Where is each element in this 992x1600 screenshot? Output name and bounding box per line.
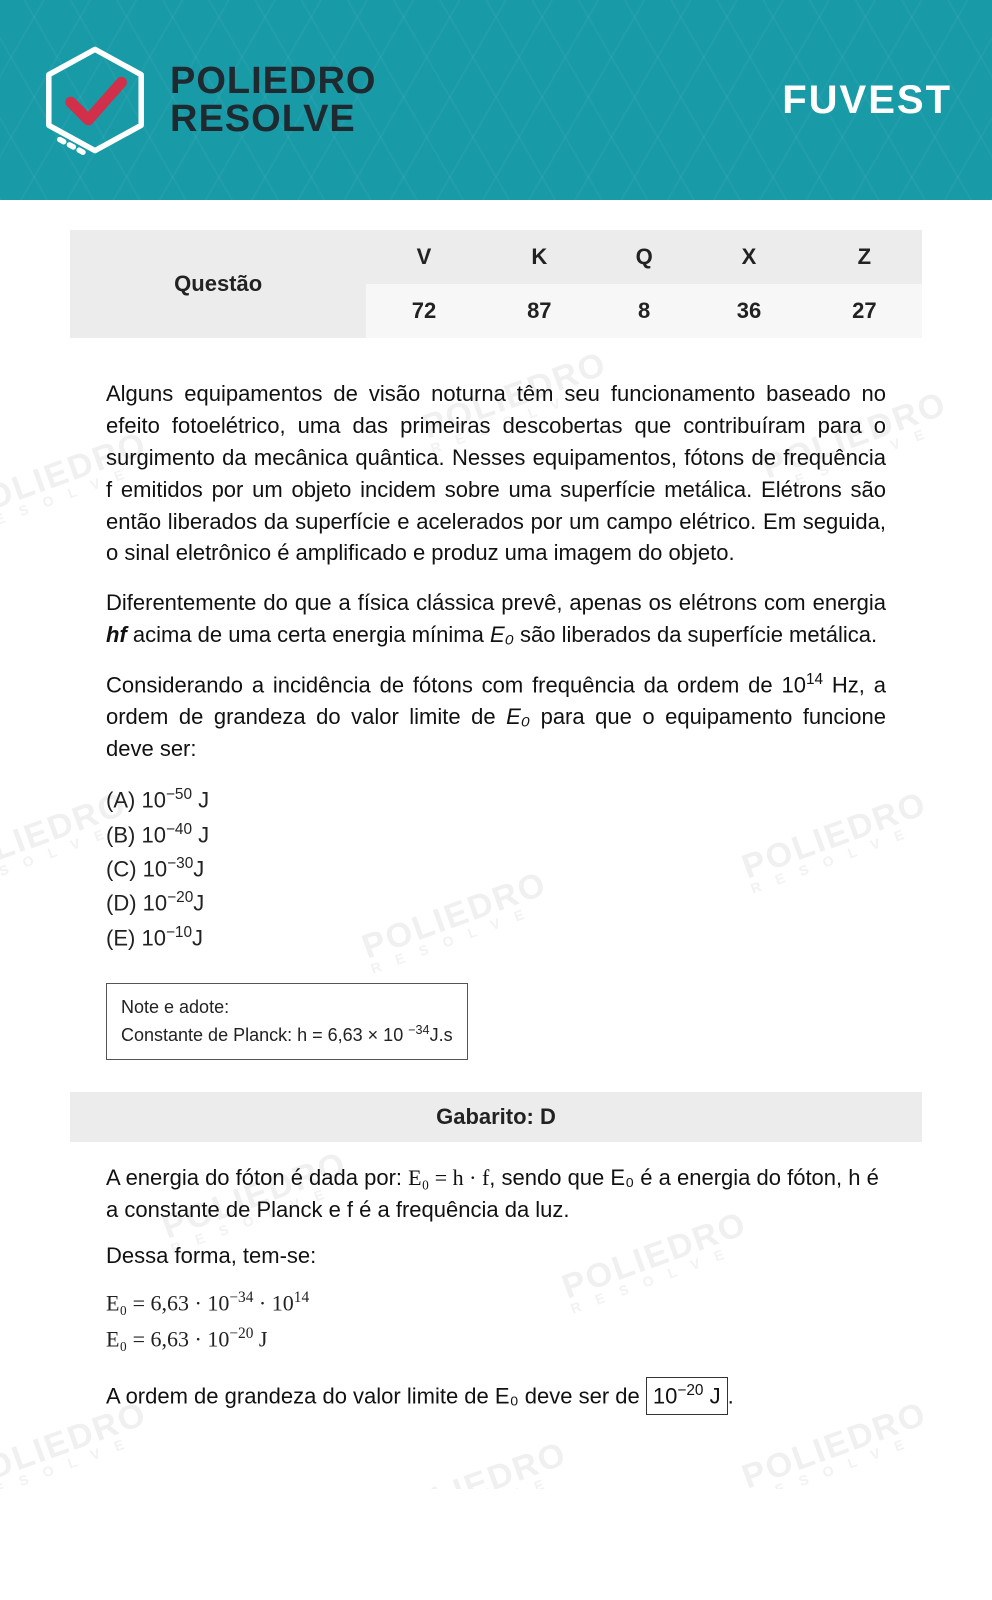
text-span: J.s bbox=[430, 1025, 453, 1045]
question-number-table: Questão V K Q X Z 72 87 8 36 27 bbox=[70, 230, 922, 338]
text-span: . bbox=[728, 1383, 734, 1408]
table-rowlabel: Questão bbox=[70, 230, 366, 338]
alternative-e: (E) 10−10J bbox=[106, 921, 886, 955]
alt-label: (A) bbox=[106, 787, 141, 812]
table-col-header: V bbox=[366, 230, 481, 284]
table-col-header: X bbox=[691, 230, 806, 284]
equation-1: E₀ = 6,63 · 10−34 · 1014 bbox=[106, 1286, 886, 1320]
text-span: acima de uma certa energia mínima bbox=[127, 622, 490, 647]
text-span: J bbox=[253, 1327, 267, 1352]
alt-unit: J bbox=[193, 856, 204, 881]
text-span: são liberados da superfície metálica. bbox=[514, 622, 877, 647]
alt-label: (E) bbox=[106, 925, 141, 950]
superscript: −50 bbox=[166, 786, 192, 803]
alt-base: 10 bbox=[141, 787, 165, 812]
italic-var: E₀ bbox=[490, 622, 514, 647]
brand-block: POLIEDRO RESOLVE bbox=[40, 45, 376, 155]
page-content: POLIEDROR E S O L V E POLIEDROR E S O L … bbox=[0, 200, 992, 1489]
alternative-b: (B) 10−40 J bbox=[106, 818, 886, 852]
alternative-d: (D) 10−20J bbox=[106, 886, 886, 920]
note-box: Note e adote: Constante de Planck: h = 6… bbox=[106, 983, 468, 1060]
text-span: 10 bbox=[653, 1383, 677, 1408]
logo-hexagon-icon bbox=[40, 45, 150, 155]
table-col-header: Z bbox=[807, 230, 922, 284]
text-span: E₀ = 6,63 · 10 bbox=[106, 1290, 229, 1315]
table-col-header: Q bbox=[597, 230, 691, 284]
superscript: −34 bbox=[229, 1289, 253, 1306]
watermark-sub: R E S O L V E bbox=[0, 1427, 155, 1489]
table-cell: 8 bbox=[597, 284, 691, 338]
alt-unit: J bbox=[192, 925, 203, 950]
table-cell: 36 bbox=[691, 284, 806, 338]
question-paragraph-1: Alguns equipamentos de visão noturna têm… bbox=[106, 378, 886, 569]
table-cell: 87 bbox=[482, 284, 597, 338]
alt-label: (D) bbox=[106, 891, 143, 916]
superscript: −20 bbox=[167, 889, 193, 906]
equation-2: E₀ = 6,63 · 10−20 J bbox=[106, 1322, 886, 1356]
alt-unit: J bbox=[192, 822, 209, 847]
table-cell: 72 bbox=[366, 284, 481, 338]
text-span: Considerando a incidência de fótons com … bbox=[106, 672, 806, 697]
solution-line2: Dessa forma, tem-se: bbox=[106, 1240, 886, 1272]
text-span: J bbox=[703, 1383, 720, 1408]
page-header: POLIEDRO RESOLVE FUVEST bbox=[0, 0, 992, 200]
boxed-result: 10−20 J bbox=[646, 1377, 728, 1415]
alt-label: (B) bbox=[106, 822, 141, 847]
text-span: Constante de Planck: h = 6,63 × 10 bbox=[121, 1025, 408, 1045]
superscript: −30 bbox=[167, 855, 193, 872]
superscript: 14 bbox=[806, 671, 823, 688]
table-header-row: Questão V K Q X Z bbox=[70, 230, 922, 284]
alternative-a: (A) 10−50 J bbox=[106, 783, 886, 817]
superscript: −10 bbox=[166, 924, 192, 941]
text-span: A energia do fóton é dada por: bbox=[106, 1165, 408, 1190]
brand-line1: POLIEDRO bbox=[170, 62, 376, 100]
superscript: −34 bbox=[408, 1023, 429, 1037]
superscript: −40 bbox=[166, 821, 192, 838]
italic-var: hf bbox=[106, 622, 127, 647]
question-body: Alguns equipamentos de visão noturna têm… bbox=[106, 378, 886, 1415]
exam-label: FUVEST bbox=[782, 78, 952, 123]
equation: E₀ = h · f bbox=[408, 1165, 489, 1190]
alt-base: 10 bbox=[141, 925, 165, 950]
alt-unit: J bbox=[193, 891, 204, 916]
alt-label: (C) bbox=[106, 856, 143, 881]
alt-unit: J bbox=[192, 787, 209, 812]
text-span: · 10 bbox=[253, 1290, 293, 1315]
solution-line1: A energia do fóton é dada por: E₀ = h · … bbox=[106, 1162, 886, 1226]
text-span: Diferentemente do que a física clássica … bbox=[106, 590, 886, 615]
text-span: E₀ = 6,63 · 10 bbox=[106, 1327, 229, 1352]
note-line2: Constante de Planck: h = 6,63 × 10 −34J.… bbox=[121, 1021, 453, 1049]
italic-var: E₀ bbox=[506, 704, 530, 729]
table-col-header: K bbox=[482, 230, 597, 284]
solution-block: A energia do fóton é dada por: E₀ = h · … bbox=[106, 1162, 886, 1415]
question-paragraph-2: Diferentemente do que a física clássica … bbox=[106, 587, 886, 651]
brand-line2: RESOLVE bbox=[170, 100, 376, 138]
alt-base: 10 bbox=[141, 822, 165, 847]
watermark-text: POLIEDRO bbox=[377, 1434, 572, 1489]
superscript: −20 bbox=[677, 1382, 703, 1399]
alternative-c: (C) 10−30J bbox=[106, 852, 886, 886]
superscript: −20 bbox=[229, 1325, 253, 1342]
question-paragraph-3: Considerando a incidência de fótons com … bbox=[106, 669, 886, 765]
brand-text: POLIEDRO RESOLVE bbox=[170, 62, 376, 138]
superscript: 14 bbox=[294, 1289, 309, 1306]
alternatives-list: (A) 10−50 J (B) 10−40 J (C) 10−30J (D) 1… bbox=[106, 783, 886, 955]
alt-base: 10 bbox=[143, 891, 167, 916]
alt-base: 10 bbox=[143, 856, 167, 881]
table-cell: 27 bbox=[807, 284, 922, 338]
answer-key-bar: Gabarito: D bbox=[70, 1092, 922, 1142]
watermark-sub: R E S O L V E bbox=[749, 1427, 935, 1489]
solution-line3: A ordem de grandeza do valor limite de E… bbox=[106, 1377, 886, 1415]
watermark-sub: R E S O L V E bbox=[389, 1467, 575, 1489]
note-line1: Note e adote: bbox=[121, 994, 453, 1021]
text-span: A ordem de grandeza do valor limite de E… bbox=[106, 1383, 646, 1408]
